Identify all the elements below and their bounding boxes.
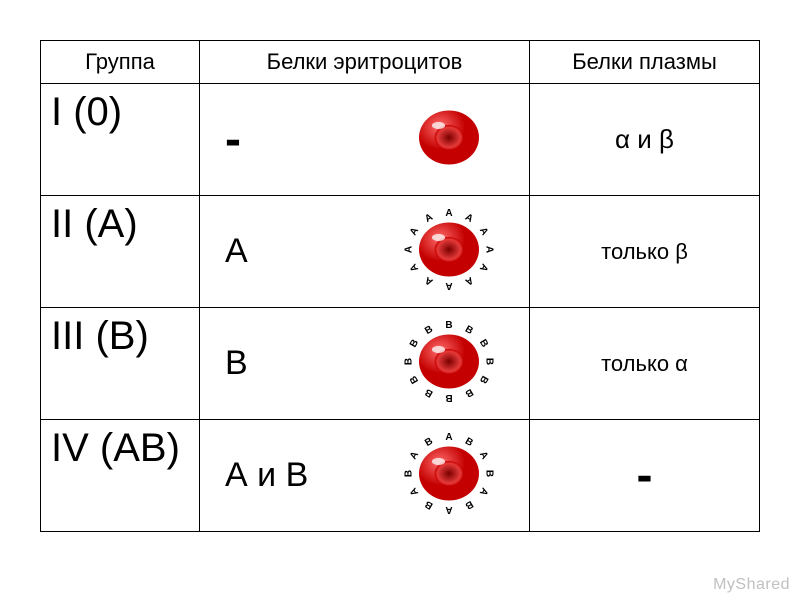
svg-text:A: A [483,245,494,252]
svg-text:A: A [477,261,490,273]
eryth-label: А и В [200,456,330,495]
svg-text:B: B [423,497,435,510]
svg-text:B: B [463,323,475,336]
eryth-label: А [200,232,330,271]
svg-text:A: A [445,279,452,290]
eryth-label: В [200,344,330,383]
svg-text:A: A [423,273,435,286]
svg-text:B: B [423,435,435,448]
table-row: I (0) - α и β [40,84,760,196]
plasma-label: только β [530,239,759,265]
rbc-icon: BBBBBBBBBBBB [399,311,499,416]
svg-text:B: B [423,385,435,398]
svg-text:A: A [408,225,421,237]
group-cell: III (B) [40,308,200,419]
eryth-cell: А AAAAAAAAAAAA [200,196,530,307]
svg-text:B: B [477,337,490,349]
plasma-label: α и β [530,124,759,155]
watermark: MyShared [713,576,790,594]
svg-text:A: A [445,432,452,443]
svg-text:A: A [423,211,435,224]
svg-text:A: A [404,245,415,252]
rbc-icon [399,87,499,192]
svg-text:B: B [423,323,435,336]
svg-text:B: B [483,357,494,364]
plasma-cell: α и β [530,84,760,195]
svg-text:B: B [404,469,415,476]
table-header-row: Группа Белки эритроцитов Белки плазмы [40,40,760,84]
group-label: III (B) [41,308,149,359]
plasma-cell: только β [530,196,760,307]
group-cell: II (A) [40,196,200,307]
svg-text:A: A [408,261,421,273]
svg-text:A: A [463,273,475,286]
group-cell: IV (AB) [40,420,200,531]
eryth-cell: - [200,84,530,195]
plasma-label: только α [530,351,759,377]
svg-text:A: A [477,225,490,237]
header-erythrocytes: Белки эритроцитов [200,41,530,83]
eryth-label: - [200,112,330,167]
svg-text:A: A [408,485,421,497]
svg-text:A: A [477,449,490,461]
svg-text:B: B [463,497,475,510]
group-cell: I (0) [40,84,200,195]
plasma-cell: - [530,420,760,531]
table-row: II (A) А AAAAAAAAAAAA только β [40,196,760,308]
plasma-cell: только α [530,308,760,419]
plasma-label: - [530,448,759,503]
rbc-icon: AAAAAAAAAAAA [399,199,499,304]
group-label: I (0) [41,84,122,135]
header-group: Группа [40,41,200,83]
svg-text:A: A [408,449,421,461]
svg-text:A: A [445,503,452,514]
table-row: III (B) В BBBBBBBBBBBB только α [40,308,760,420]
svg-text:A: A [463,211,475,224]
svg-text:A: A [445,208,452,219]
blood-group-table: Группа Белки эритроцитов Белки плазмы I … [40,40,760,532]
svg-text:B: B [404,357,415,364]
table-row: IV (AB) А и В ABABABABABAB - [40,420,760,532]
svg-text:B: B [445,320,452,331]
header-plasma: Белки плазмы [530,41,760,83]
svg-text:B: B [463,385,475,398]
rbc-icon: ABABABABABAB [399,423,499,528]
group-label: IV (AB) [41,420,180,471]
svg-text:B: B [463,435,475,448]
eryth-cell: А и В ABABABABABAB [200,420,530,531]
eryth-cell: В BBBBBBBBBBBB [200,308,530,419]
svg-text:B: B [483,469,494,476]
svg-text:A: A [477,485,490,497]
group-label: II (A) [41,196,138,247]
svg-text:B: B [408,337,421,349]
svg-text:B: B [445,391,452,402]
svg-text:B: B [408,373,421,385]
svg-text:B: B [477,373,490,385]
